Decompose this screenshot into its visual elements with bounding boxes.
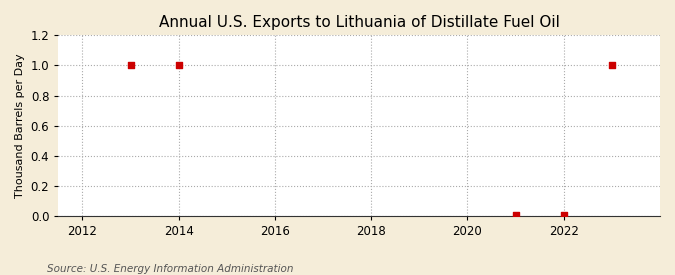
Point (510, 213, 521, 218)
Point (558, 213, 569, 218)
Text: Source: U.S. Energy Information Administration: Source: U.S. Energy Information Administ… (47, 264, 294, 274)
Point (173, 63, 184, 68)
Point (606, 63, 617, 68)
Y-axis label: Thousand Barrels per Day: Thousand Barrels per Day (15, 53, 25, 198)
Point (125, 63, 136, 68)
Title: Annual U.S. Exports to Lithuania of Distillate Fuel Oil: Annual U.S. Exports to Lithuania of Dist… (159, 15, 560, 30)
